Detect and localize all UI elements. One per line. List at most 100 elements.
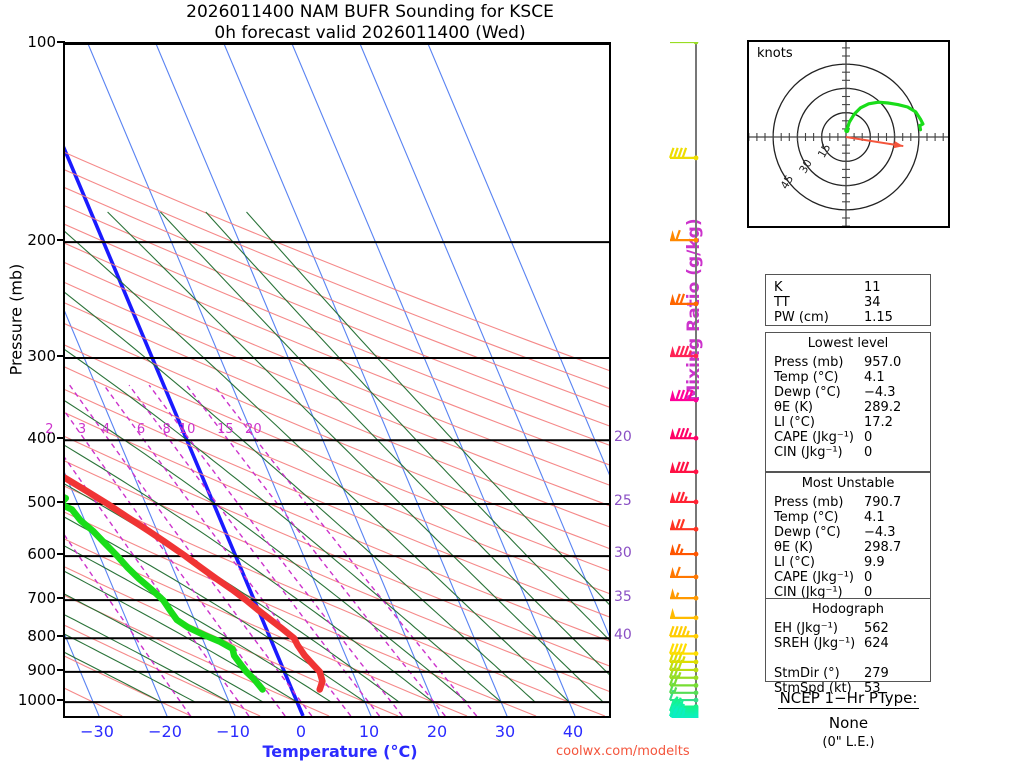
mixing-ratio-label-20: 20 xyxy=(245,421,262,437)
hodograph-stats-row-value: 624 xyxy=(864,636,889,651)
wind-barb xyxy=(670,427,699,441)
hodograph-stats-row-value: 279 xyxy=(864,666,889,681)
hodograph-units-label: knots xyxy=(757,46,793,61)
wind-barb xyxy=(670,389,699,403)
lowest-level-row-key: CAPE (Jkg⁻¹) xyxy=(774,430,854,445)
pressure-tick-mark xyxy=(57,553,65,556)
lowest-level-row-value: −4.3 xyxy=(864,385,896,400)
pressure-tick-mark xyxy=(57,635,65,638)
wind-barb-column[interactable] xyxy=(648,31,718,722)
wind-barb xyxy=(670,461,699,475)
wind-barb xyxy=(670,566,699,580)
pressure-tick-300: 300 xyxy=(27,346,56,365)
lowest-level-row: Dewp (°C) −4.3 xyxy=(766,385,930,400)
pressure-tick-400: 400 xyxy=(27,429,56,448)
lowest-level-row-key: θE (K) xyxy=(774,400,813,415)
pressure-tick-800: 800 xyxy=(27,627,56,646)
hodograph-stats-row-key: EH (Jkg⁻¹) xyxy=(774,621,838,636)
pressure-tick-200: 200 xyxy=(27,231,56,250)
most-unstable-row: LI (°C) 9.9 xyxy=(766,555,930,570)
lowest-level-row-value: 0 xyxy=(864,445,873,460)
most-unstable-row-key: Temp (°C) xyxy=(774,510,839,525)
lowest-level-row-value: 17.2 xyxy=(864,415,893,430)
indices-panel: K 11 TT 34 PW (cm) 1.15 xyxy=(765,274,931,326)
lowest-level-row-key: Temp (°C) xyxy=(774,370,839,385)
hodograph-stats-row: EH (Jkg⁻¹) 562 xyxy=(766,621,930,636)
lowest-level-row: LI (°C) 17.2 xyxy=(766,415,930,430)
pressure-tick-mark xyxy=(57,699,65,702)
most-unstable-row: Press (mb) 790.7 xyxy=(766,495,930,510)
temperature-trace xyxy=(65,474,326,693)
pressure-tick-500: 500 xyxy=(27,492,56,511)
temperature-tick-30: 30 xyxy=(494,722,516,741)
dewpoint-trace xyxy=(65,494,266,693)
temperature-tick--30: −30 xyxy=(80,722,114,741)
hodograph-ring-label-15: 15 xyxy=(815,142,833,161)
lowest-level-row-value: 4.1 xyxy=(864,370,885,385)
temperature-axis-label: Temperature (°C) xyxy=(262,742,418,761)
pressure-tick-mark xyxy=(57,597,65,600)
indices-row-value: 34 xyxy=(864,295,881,310)
wind-barb xyxy=(668,147,699,161)
wind-barb xyxy=(670,543,699,557)
indices-row-key: PW (cm) xyxy=(774,310,829,325)
lowest-level-row: Press (mb) 957.0 xyxy=(766,355,930,370)
wind-barb xyxy=(670,229,699,243)
lowest-level-row-key: LI (°C) xyxy=(774,415,815,430)
most-unstable-row-key: LI (°C) xyxy=(774,555,815,570)
temperature-tick-40: 40 xyxy=(562,722,584,741)
most-unstable-heading: Most Unstable xyxy=(801,476,895,491)
wind-barb-canvas xyxy=(668,31,699,722)
hodograph-stats-row-key: StmDir (°) xyxy=(774,666,840,681)
pressure-tick-900: 900 xyxy=(27,660,56,679)
hodograph-stats-row: StmDir (°) 279 xyxy=(766,666,930,681)
ncep-ptype-block: NCEP 1−Hr PType: None (0" L.E.) xyxy=(747,688,950,750)
pressure-tick-1000: 1000 xyxy=(17,691,56,710)
hodograph-stats-row: SREH (Jkg⁻¹) 624 xyxy=(766,636,930,651)
most-unstable-row-value: 4.1 xyxy=(864,510,885,525)
skewt-diagram[interactable] xyxy=(63,42,611,718)
ptype-heading: NCEP 1−Hr PType: xyxy=(777,689,920,709)
hodograph-stats-row-value: 562 xyxy=(864,621,889,636)
indices-row-key: TT xyxy=(774,295,790,310)
wind-barb xyxy=(670,588,699,601)
pressure-tick-mark xyxy=(57,41,65,43)
lowest-level-panel: Lowest level Press (mb) 957.0 Temp (°C) 4.1 D… xyxy=(765,332,931,472)
pressure-tick-mark xyxy=(57,500,65,503)
hodograph-stats-row-value: 53 xyxy=(864,681,881,696)
title-line-2: 0h forecast valid 2026011400 (Wed) xyxy=(214,23,526,43)
ptype-liquid-equivalent: (0" L.E.) xyxy=(822,735,875,750)
lowest-level-row: θE (K) 289.2 xyxy=(766,400,930,415)
most-unstable-panel: Most Unstable Press (mb) 790.7 Temp (°C) 4.1… xyxy=(765,472,931,612)
right-axis-tick-40: 40 xyxy=(614,627,632,644)
indices-row: TT 34 xyxy=(766,295,930,310)
lowest-level-row-key: Press (mb) xyxy=(774,355,844,370)
temperature-tick-0: 0 xyxy=(295,722,307,741)
mixing-ratio-label-8: 8 xyxy=(162,421,171,437)
pressure-tick-700: 700 xyxy=(27,589,56,608)
hodograph-stats-panel: Hodograph EH (Jkg⁻¹) 562 SREH (Jkg⁻¹) 624 Stm… xyxy=(765,598,931,696)
temperature-tick-10: 10 xyxy=(358,722,380,741)
skewt-canvas xyxy=(65,44,609,716)
credit-text: coolwx.com/modelts xyxy=(556,744,690,759)
pressure-tick-mark xyxy=(57,437,65,440)
mixing-ratio-label-3: 3 xyxy=(77,421,87,437)
indices-row-value: 1.15 xyxy=(864,310,893,325)
lowest-level-row: Temp (°C) 4.1 xyxy=(766,370,930,385)
lowest-level-row-key: Dewp (°C) xyxy=(774,385,841,400)
pressure-tick-600: 600 xyxy=(27,545,56,564)
hodograph-stats-heading: Hodograph xyxy=(812,602,884,617)
pressure-tick-100: 100 xyxy=(27,33,56,51)
hodograph[interactable]: 15 30 45 xyxy=(747,39,950,235)
temperature-tick--10: −10 xyxy=(216,722,250,741)
wind-barb xyxy=(670,518,699,532)
most-unstable-row: θE (K) 298.7 xyxy=(766,540,930,555)
mixing-ratio-label-6: 6 xyxy=(136,421,146,437)
hodograph-stats-row-key: SREH (Jkg⁻¹) xyxy=(774,636,856,651)
mixing-ratio-label-15: 15 xyxy=(217,421,234,437)
wind-barb xyxy=(670,607,699,621)
most-unstable-row-value: 790.7 xyxy=(864,495,902,510)
most-unstable-row: Dewp (°C) −4.3 xyxy=(766,525,930,540)
mixing-ratio-label-10: 10 xyxy=(178,421,196,437)
